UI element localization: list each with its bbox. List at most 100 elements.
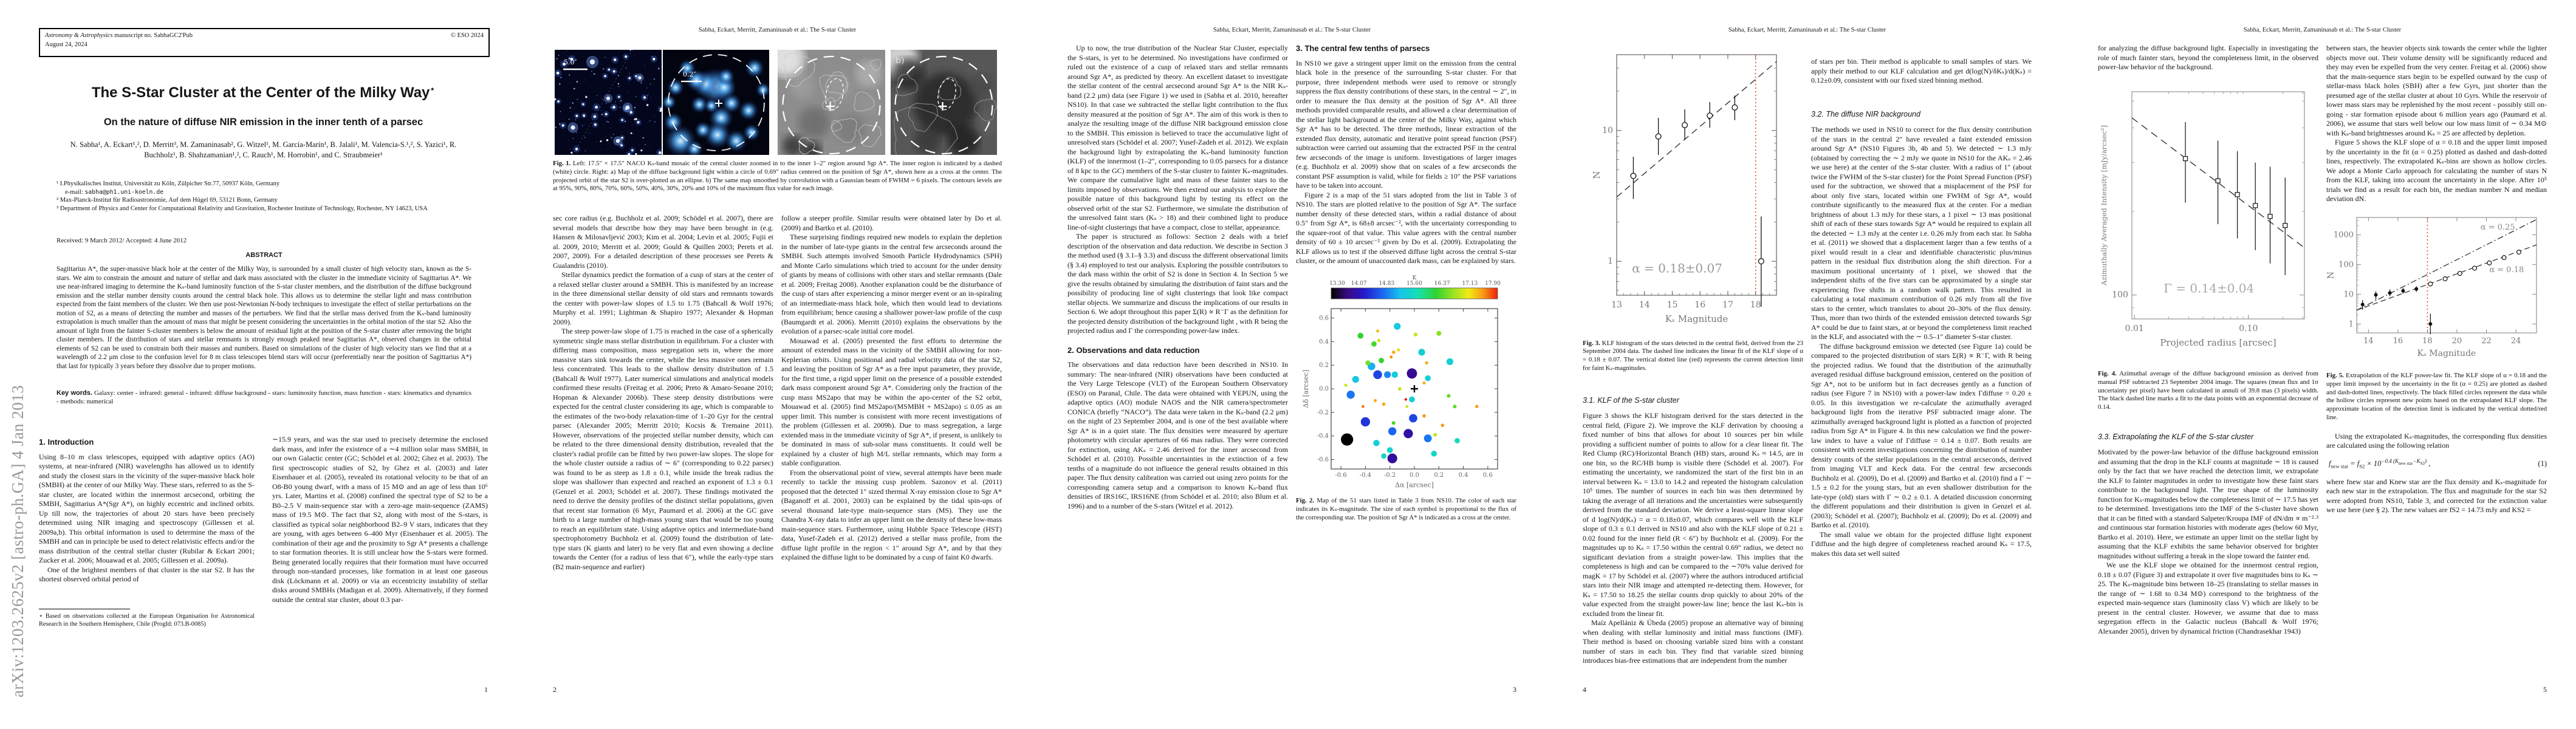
svg-text:22: 22 [2481,337,2492,346]
paper-title: The S-Star Cluster at the Center of the … [91,84,436,101]
svg-text:18: 18 [1750,300,1761,310]
fig4-diffuse-background-chart: 0.01 0.10 100 Γ = 0.14±0.04 Projected radius… [2098,86,2318,363]
section-3-heading: 3. The central few tenths of parsecs [1296,44,1430,53]
page-3: Sabha, Eckart, Merritt, Zamaninasab et a… [1030,0,1546,729]
fig1-contour-panel-a: a) [768,40,885,160]
paragraph: These surprising findings required new m… [781,233,1002,335]
fig1-caption: Fig. 1. Left: 17.5″ × 17.5″ NACO Kₛ-band… [553,160,1002,193]
svg-text:14.83: 14.83 [1379,281,1394,287]
page1-left-column: 1. Introduction Using 8–10 m class teles… [39,435,255,609]
paragraph: Mouawad et al. (2005) presented the firs… [781,336,1002,468]
svg-text:K: K [1413,275,1417,281]
affiliation-2: ² Max-Planck-Institut für Radioastronomi… [57,197,278,204]
section-1-heading: 1. Introduction [39,437,94,447]
svg-text:17.13: 17.13 [1462,281,1478,287]
author-list: N. Sabha¹, A. Eckart¹,², D. Merritt³, M.… [70,140,457,159]
svg-text:0.01: 0.01 [2125,324,2144,334]
paragraph: The diffuse background emission we detec… [1811,341,2032,530]
paragraph: for analyzing the diffuse background lig… [2098,44,2318,71]
email-address: sabha@ph1.uni-koeln.de [84,188,164,196]
paragraph: sec core radius (e.g. Buchholz et al. 20… [553,214,773,270]
paragraph: Stellar dynamics predict the formation o… [553,270,773,326]
svg-text:0.10: 0.10 [2239,324,2258,334]
svg-text:-0.4: -0.4 [1317,433,1329,439]
page2-right-column: follow a steeper profile. Similar result… [781,214,1002,697]
keywords-label: Key words. [57,389,92,397]
svg-text:b): b) [896,56,904,66]
svg-text:-0.2: -0.2 [1317,409,1329,416]
svg-text:-0.6: -0.6 [1317,456,1329,463]
svg-text:0.6: 0.6 [1319,315,1329,321]
affiliation-1-email: e-mail: sabha@ph1.uni-koeln.de [65,188,164,196]
svg-text:Δα [arcsec]: Δα [arcsec] [1395,481,1434,489]
abstract-label: ABSTRACT [245,252,283,259]
abstract-text: Sagittarius A*, the super-massive black … [57,265,471,370]
svg-text:Γ = 0.14±0.04: Γ = 0.14±0.04 [2163,281,2254,295]
running-head: Sabha, Eckart, Merritt, Zamaninasab et a… [698,27,857,33]
svg-text:0.6: 0.6 [1483,472,1493,479]
svg-text:14: 14 [1639,300,1650,310]
svg-text:Azimuthally Averaged Intensity: Azimuthally Averaged Intensity [mJy/arcs… [2100,125,2108,286]
svg-text:Projected radius [arcsec]: Projected radius [arcsec] [2160,337,2276,348]
page2-left-column: sec core radius (e.g. Buchholz et al. 20… [553,214,773,697]
copyright: © ESO 2024 [450,32,484,39]
svg-text:-0.6: -0.6 [1335,472,1346,479]
paragraph: Maíz Apellániz & Úbeda (2005) propose an… [1583,618,1803,665]
affiliation-1: ¹ I.Physikalisches Institut, Universität… [57,180,280,187]
paragraph: Figure 3 shows the KLF histogram derived… [1583,411,1803,618]
page1-right-column: ∼15.9 years, and was the star used to pr… [272,435,488,702]
svg-text:13.30: 13.30 [1329,281,1345,287]
affiliations: ¹ I.Physikalisches Institut, Universität… [57,180,471,213]
equation-1: fnew star = fS2 × 10−0.4 (Knew star−KS2)… [2326,457,2547,471]
svg-text:15: 15 [1667,300,1678,310]
svg-text:14.07: 14.07 [1351,281,1367,287]
paragraph: We use the KLF slope we obtained for the… [2098,561,2318,635]
running-head: Sabha, Eckart, Merritt, Zamaninasab et a… [1728,27,1886,33]
svg-text:-0.2: -0.2 [1384,472,1396,479]
svg-text:1000: 1000 [2334,230,2354,239]
svg-text:α = 0.18: α = 0.18 [2489,265,2524,275]
equation-number: (1) [2538,459,2547,468]
svg-text:0.2″: 0.2″ [683,70,696,78]
page-1: Astronomy & Astrophysics manuscript no. … [0,0,515,729]
svg-text:a): a) [783,56,791,66]
paragraph: follow a steeper profile. Similar result… [781,214,1002,232]
running-head: Sabha, Eckart, Merritt, Zamaninasab et a… [1213,27,1371,33]
svg-text:-0.4: -0.4 [1360,472,1371,479]
title-footnote: ⋆ Based on observations collected at the… [39,609,255,628]
section-3-3-heading: 3.3. Extrapolating the KLF of the S-star… [2098,432,2254,441]
paragraph: In NS10 we gave a stringent upper limit … [1296,58,1516,190]
paragraph: where fnew star and Knew star are the fl… [2326,477,2547,515]
svg-text:100: 100 [2112,290,2128,299]
page5-right-column: between stars, the heavier objects sink … [2326,44,2547,703]
svg-text:15.60: 15.60 [1406,281,1422,287]
page-number-5: 5 [2543,685,2547,694]
fig2-star-map-chart: K 13.30 14.07 14.83 15.60 16.37 17.13 17.90 -0.6… [1301,275,1516,494]
page-number-1: 1 [484,685,488,694]
svg-text:Kₛ Magnitude: Kₛ Magnitude [1665,313,1728,324]
fig5-caption: Fig. 5. Extrapolation of the KLF power-l… [2326,372,2547,421]
paragraph: of stars per bin. Their method is applic… [1811,57,2032,84]
svg-text:13: 13 [1611,300,1622,310]
svg-text:Δδ [arcsec]: Δδ [arcsec] [1302,369,1310,408]
svg-text:0.4: 0.4 [1459,472,1468,479]
fig2-caption: Fig. 2. Map of the 51 stars listed in Ta… [1296,497,1516,521]
page-number-2: 2 [553,685,557,694]
manuscript-line: Astronomy & Astrophysics manuscript no. … [45,31,484,40]
svg-text:0.2: 0.2 [1319,362,1329,369]
journal-name: Astronomy & Astrophysics [45,32,113,39]
page-2: Sabha, Eckart, Merritt, Zamaninasab et a… [515,0,1030,729]
svg-text:16: 16 [2393,337,2403,346]
svg-text:α = 0.18±0.07: α = 0.18±0.07 [1632,261,1722,276]
svg-text:0.0: 0.0 [1319,386,1329,392]
svg-text:0.2: 0.2 [1434,472,1444,479]
paragraph: ∼15.9 years, and was the star used to pr… [272,435,488,604]
title-footnote-mark: ⋆ [430,84,436,94]
svg-text:0.0: 0.0 [1410,472,1419,479]
manuscript-no: manuscript no. SabhaGC2'Pub [112,32,193,39]
fig1-mosaic-panel: 5.0″ [553,49,665,157]
section-3-1-heading: 3.1. KLF of the S-star cluster [1583,395,1679,405]
keywords: Key words. Galaxy: center - infrared: ge… [57,389,471,405]
paragraph: Up to now, the true distribution of the … [1067,44,1288,231]
paragraph: The steep power-law slope of 1.75 is rea… [553,327,773,571]
